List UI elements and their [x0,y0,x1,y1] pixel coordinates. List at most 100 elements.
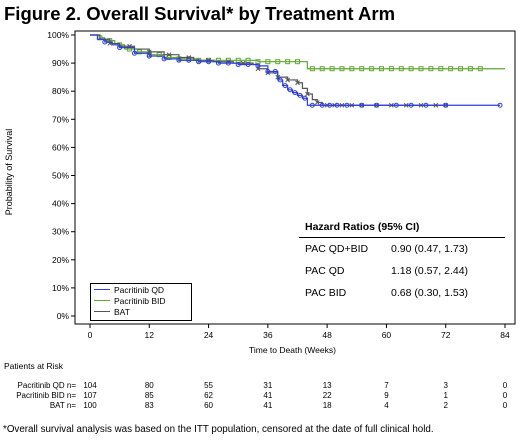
risk-value: 13 [322,381,332,390]
risk-value: 80 [144,381,154,390]
censor-mark [295,80,300,86]
legend-swatch-bat [94,311,110,312]
censor-mark [215,60,221,66]
risk-value: 60 [204,401,214,410]
x-tick-label: 48 [322,330,332,340]
censor-mark [334,102,340,108]
y-tick-label: 0% [57,311,70,321]
censor-mark [458,66,464,72]
censor-mark [206,59,212,65]
censor-mark [418,66,424,72]
censor-mark [117,45,123,51]
risk-value: 0 [502,391,508,400]
censor-mark [374,102,380,108]
censor-mark [378,66,384,72]
censor-mark [166,52,172,58]
hr-value: 1.18 (0.57, 2.44) [391,265,469,277]
censor-mark [467,66,473,72]
risk-value: 41 [263,401,273,410]
censor-mark [265,69,271,75]
hr-arm-label: PAC QD [305,265,345,277]
censor-mark [398,66,404,72]
y-tick-label: 60% [52,142,69,152]
censor-mark [314,100,320,105]
risk-value: 100 [83,401,97,410]
censor-mark [285,77,290,83]
censor-mark [428,66,434,72]
y-tick-label: 100% [47,30,69,40]
censor-mark [423,102,429,108]
risk-value: 7 [384,381,389,390]
risk-value: 41 [263,391,273,400]
risk-value: 1 [443,391,448,400]
censor-mark [319,102,325,108]
censor-mark [146,53,152,59]
risk-value: 104 [83,381,97,390]
censor-mark [344,102,350,108]
chart-axes: 0% 10% 20% 30% 40% 50% 60% 70% 80% 90% 100% 0 12 24 36… [47,30,516,340]
hazard-ratio-title: Hazard Ratios (95% CI) [299,218,505,238]
censor-mark [448,66,454,72]
x-tick-label: 24 [204,330,214,340]
y-axis-label: Probability of Survival [4,128,14,216]
y-tick-label: 50% [52,171,69,181]
y-tick-label: 10% [52,283,69,293]
censor-mark [388,66,394,72]
censor-mark [305,91,310,97]
censor-mark [359,66,365,72]
risk-value: 2 [443,401,448,410]
censor-mark [438,66,444,72]
censor-mark [131,50,137,56]
risk-value: 0 [502,381,508,390]
hr-arm-label: PAC QD+BID [305,243,369,255]
censor-mark [196,59,202,65]
risk-value: 107 [83,391,97,400]
y-tick-label: 80% [52,86,69,96]
y-tick-label: 70% [52,114,69,124]
risk-row: Pacritinib BID n= 107 85 62 41 22 9 1 0 [0,391,520,401]
footnote: *Overall survival analysis was based on … [3,424,434,435]
y-tick-label: 90% [52,58,69,68]
censor-mark [319,66,325,72]
hr-value: 0.90 (0.47, 1.73) [391,243,469,255]
censor-mark [265,59,271,65]
risk-value: 62 [204,391,214,400]
censor-mark [287,87,293,93]
risk-row-label: Pacritinib QD n= [17,381,76,390]
censor-mark [408,66,414,72]
x-tick-label: 0 [88,330,93,340]
hazard-ratio-row: PAC BID 0.68 (0.30, 1.53) [299,282,505,304]
censor-mark [309,66,315,72]
risk-row-label: Pacritinib BID n= [16,391,76,400]
legend-swatch-bid [94,300,110,301]
hazard-ratio-table: Hazard Ratios (95% CI) PAC QD+BID 0.90 (… [299,218,505,304]
x-tick-label: 84 [500,330,510,340]
censor-mark [393,102,399,108]
chart-legend: Pacritinib QD Pacritinib BID BAT [90,283,192,321]
x-tick-label: 12 [145,330,155,340]
legend-item: Pacritinib QD [94,284,191,295]
censor-mark [302,95,308,101]
risk-value: 31 [263,381,273,390]
censor-mark [349,66,355,72]
legend-label: Pacritinib QD [114,284,165,295]
censor-mark [102,39,108,45]
censor-mark [408,102,414,108]
risk-row-label: BAT n= [49,401,76,410]
y-tick-label: 30% [52,227,69,237]
censor-mark [292,90,298,96]
censor-mark [225,60,231,66]
risk-value: 22 [322,391,332,400]
series-line-pacritinib-qd [90,34,501,106]
censor-mark [329,66,335,72]
censor-mark [443,102,449,108]
x-axis-label: Time to Death (Weeks) [249,345,336,355]
censor-mark [176,57,182,63]
censor-mark [245,62,251,68]
risk-value: 9 [384,391,389,400]
hr-value: 0.68 (0.30, 1.53) [391,287,469,299]
censor-mark [272,69,278,75]
censor-mark [275,59,281,65]
legend-item: BAT [94,306,191,317]
